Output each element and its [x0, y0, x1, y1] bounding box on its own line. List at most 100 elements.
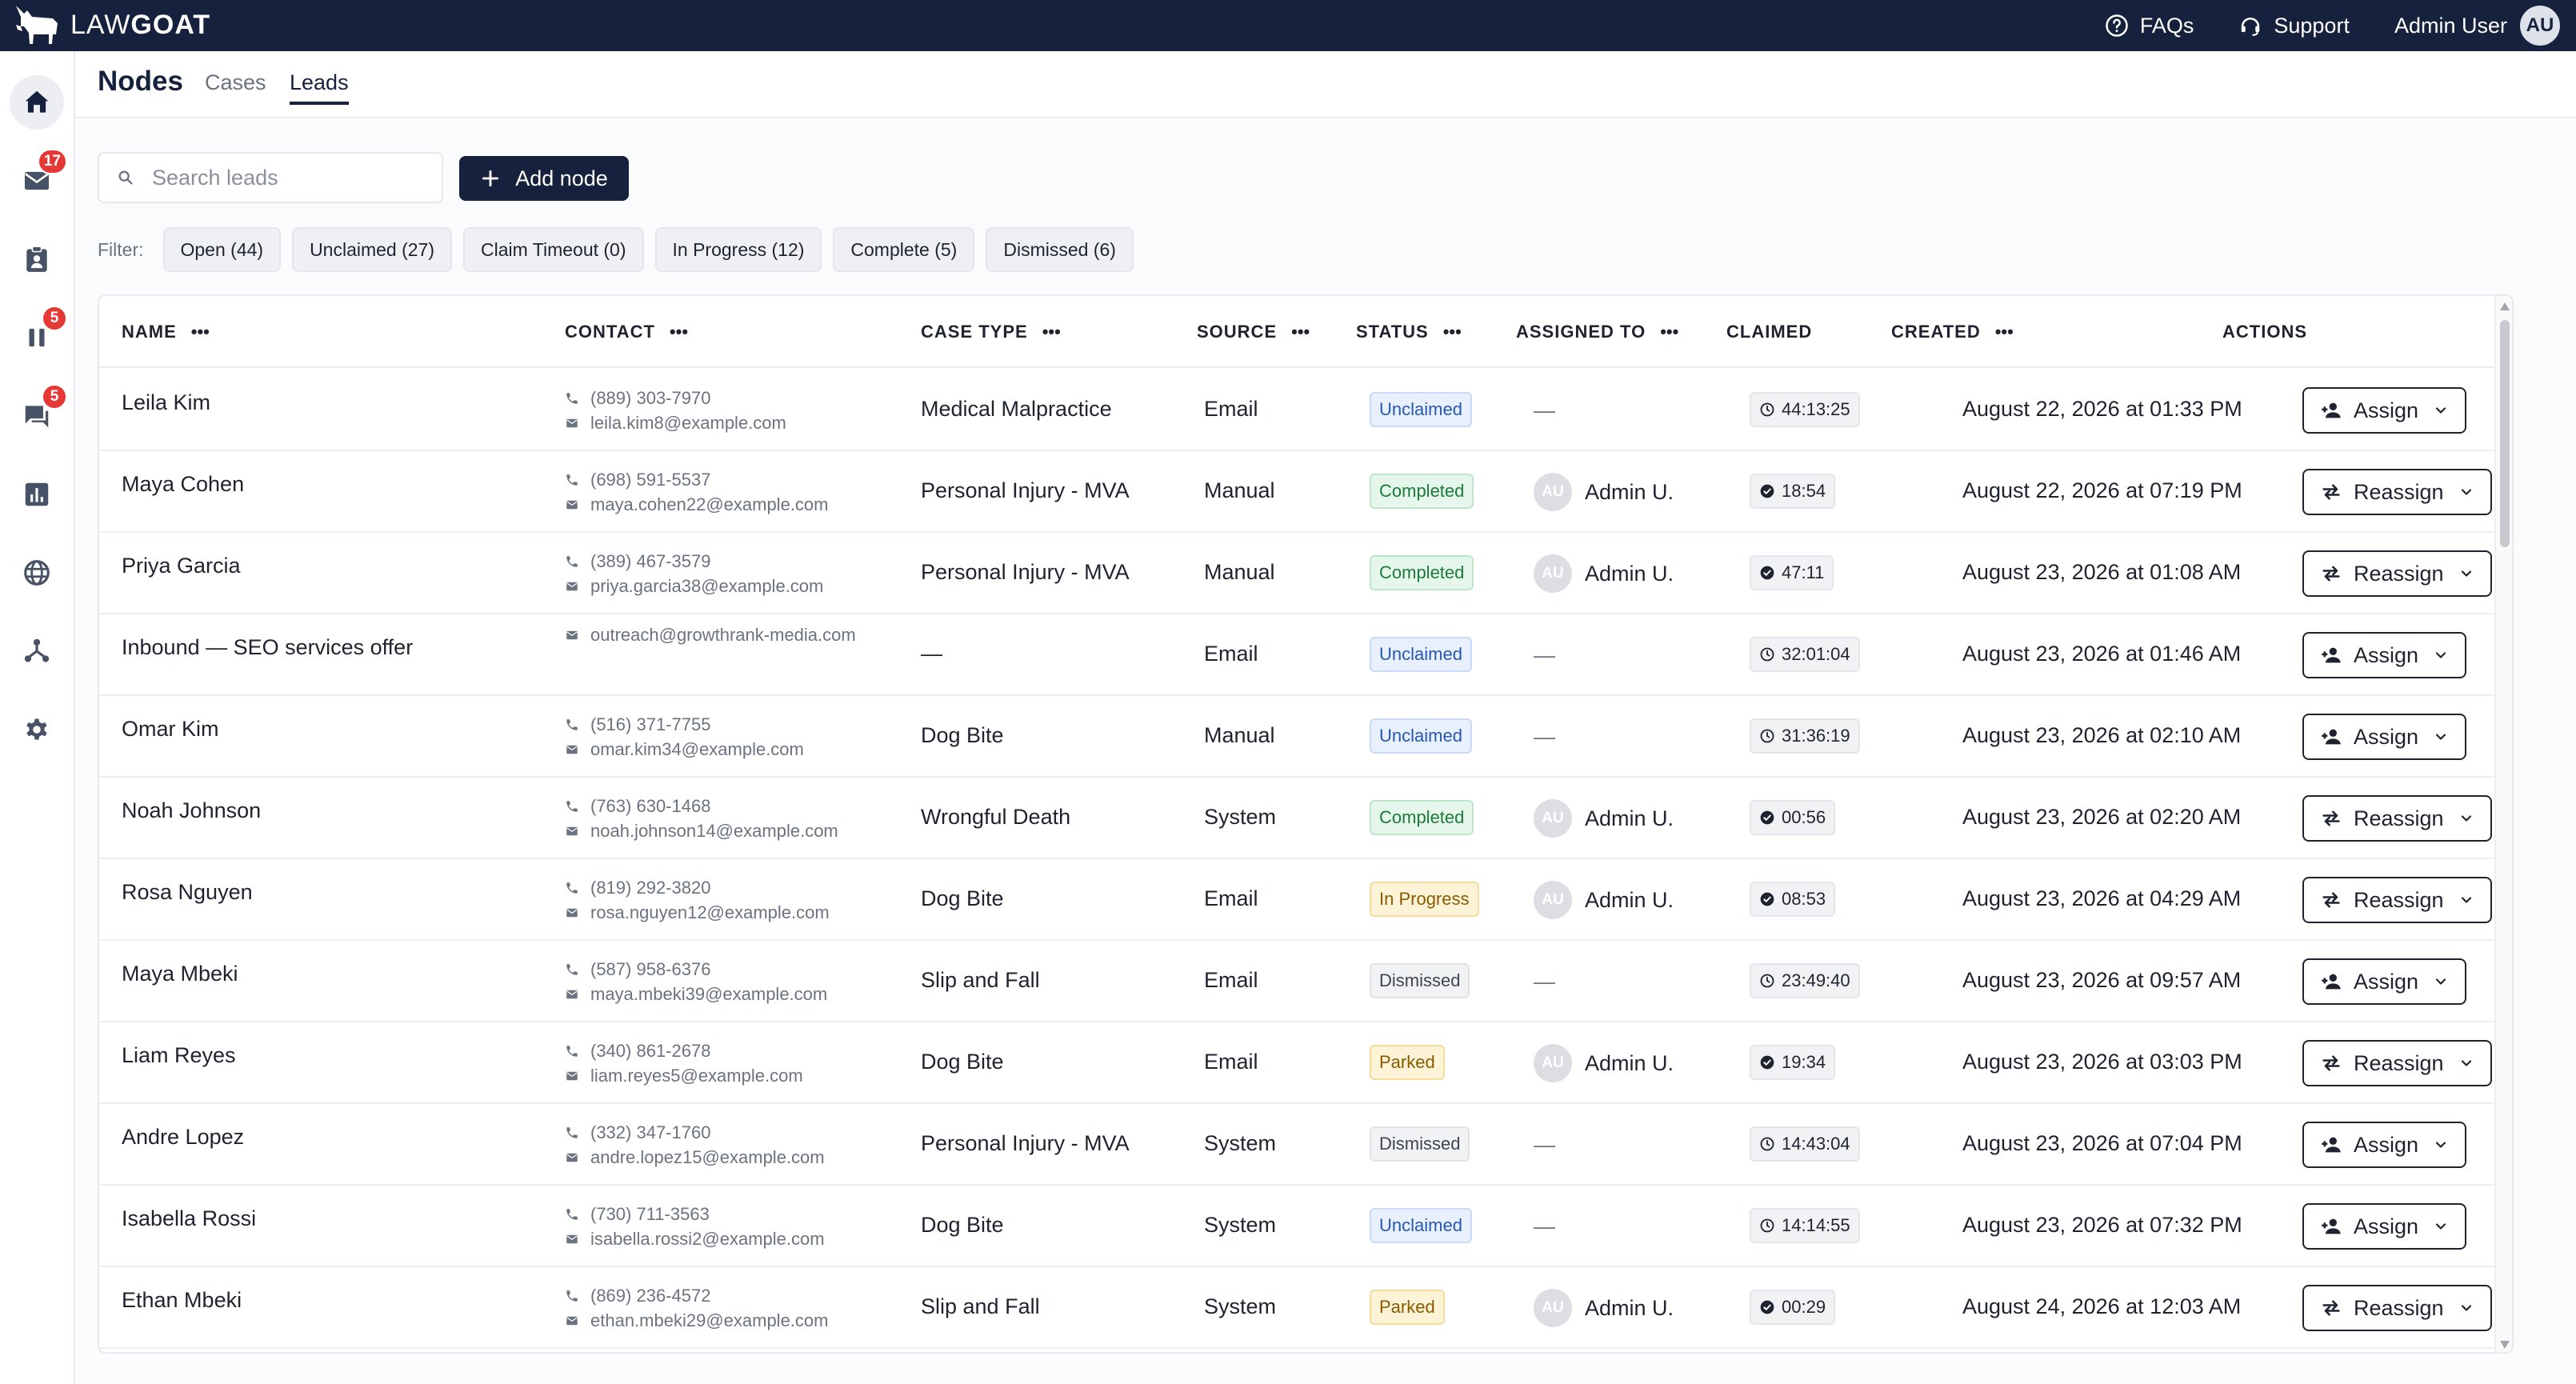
table-row[interactable]: Omar Kim (516) 371-7755 omar.kim34@example…	[99, 696, 2498, 778]
reassign-button[interactable]: Reassign	[2302, 469, 2492, 515]
assign-button[interactable]: Assign	[2302, 1122, 2467, 1168]
brand-logo[interactable]: LAWGOAT	[13, 2, 210, 48]
lead-name[interactable]: Andre Lopez	[122, 1125, 245, 1149]
column-menu-icon[interactable]: •••	[1042, 322, 1061, 342]
faqs-link[interactable]: FAQs	[2105, 14, 2194, 38]
column-header-source[interactable]: SOURCE •••	[1197, 322, 1310, 342]
sidebar-item-pause[interactable]: 5	[10, 306, 67, 365]
sidebar-item-clipboard[interactable]	[10, 232, 64, 286]
sidebar-item-analytics[interactable]	[10, 467, 64, 522]
column-menu-icon[interactable]: •••	[1442, 322, 1462, 342]
status-badge: Parked	[1370, 1045, 1445, 1080]
empty-value: —	[1534, 398, 1555, 422]
home-icon	[25, 90, 49, 113]
table-row[interactable]: Priya Garcia (389) 467-3579 priya.garcia38…	[99, 533, 2498, 614]
case-type: Personal Injury - MVA	[921, 1131, 1130, 1155]
filter-chip-unclaimed[interactable]: Unclaimed (27)	[292, 227, 453, 272]
column-menu-icon[interactable]: •••	[1994, 322, 2014, 342]
table-scrollbar[interactable]	[2494, 296, 2512, 1352]
scroll-thumb[interactable]	[2500, 320, 2510, 547]
table-row[interactable]: Noah Johnson (763) 630-1468 noah.johnson14…	[99, 778, 2498, 859]
column-header-name[interactable]: NAME •••	[122, 322, 210, 342]
table-row[interactable]: Maya Cohen (698) 591-5537 maya.cohen22@exa…	[99, 451, 2498, 533]
column-menu-icon[interactable]: •••	[1291, 322, 1310, 342]
sidebar-item-network[interactable]	[10, 624, 64, 678]
sidebar-item-globe[interactable]	[10, 546, 64, 600]
table-row[interactable]: Ethan Mbeki (869) 236-4572 ethan.mbeki29@e…	[99, 1267, 2498, 1349]
column-header-status[interactable]: STATUS •••	[1356, 322, 1462, 342]
tab-cases[interactable]: Cases	[205, 70, 266, 94]
check-circle-icon	[1760, 1300, 1774, 1314]
column-menu-icon[interactable]: •••	[1660, 322, 1679, 342]
table-row[interactable]: Leila Kim (889) 303-7970 leila.kim8@exampl…	[99, 370, 2498, 451]
column-menu-icon[interactable]: •••	[190, 322, 210, 342]
table-row[interactable]: Liam Reyes (340) 861-2678 liam.reyes5@exam…	[99, 1022, 2498, 1104]
lead-name[interactable]: Maya Cohen	[122, 472, 245, 496]
email-line: outreach@growthrank-media.com	[565, 622, 856, 647]
lead-name[interactable]: Ethan Mbeki	[122, 1288, 242, 1312]
add-node-button[interactable]: Add node	[459, 156, 629, 201]
column-header-contact[interactable]: CONTACT •••	[565, 322, 688, 342]
phone-icon	[566, 1045, 578, 1057]
column-header-case-type[interactable]: CASE TYPE •••	[921, 322, 1061, 342]
reassign-button[interactable]: Reassign	[2302, 877, 2492, 923]
user-menu[interactable]: Admin User AU	[2394, 6, 2560, 46]
column-header-created[interactable]: CREATED •••	[1891, 322, 2014, 342]
sidebar-item-mail[interactable]: 17	[10, 149, 67, 208]
lead-name[interactable]: Maya Mbeki	[122, 962, 238, 986]
filter-chip-in-progress[interactable]: In Progress (12)	[654, 227, 822, 272]
table-row[interactable]: Inbound — SEO services offer outreach@gro…	[99, 614, 2498, 696]
sidebar-item-home[interactable]	[10, 75, 64, 130]
column-header-actions[interactable]: ACTIONS	[2222, 322, 2307, 342]
lead-name[interactable]: Leila Kim	[122, 390, 211, 414]
lead-name[interactable]: Noah Johnson	[122, 798, 262, 822]
check-circle-icon	[1760, 566, 1774, 580]
reassign-button[interactable]: Reassign	[2302, 795, 2492, 842]
scroll-down-arrow[interactable]	[2500, 1341, 2510, 1349]
created-date: August 24, 2026 at 12:03 AM	[1962, 1294, 2242, 1318]
column-header-assigned-to[interactable]: ASSIGNED TO •••	[1516, 322, 1678, 342]
filter-chip-open[interactable]: Open (44)	[162, 227, 282, 272]
case-type: Dog Bite	[921, 886, 1004, 910]
table-row[interactable]: Andre Lopez (332) 347-1760 andre.lopez15@e…	[99, 1104, 2498, 1186]
phone-icon	[566, 963, 578, 975]
reassign-button[interactable]: Reassign	[2302, 1285, 2492, 1331]
page-title: Nodes	[98, 66, 183, 97]
lead-name[interactable]: Rosa Nguyen	[122, 880, 253, 904]
mail-icon	[566, 745, 578, 754]
table-row[interactable]: Isabella Rossi (730) 711-3563 isabella.ros…	[99, 1186, 2498, 1267]
assign-button[interactable]: Assign	[2302, 1203, 2467, 1250]
support-link[interactable]: Support	[2238, 14, 2350, 38]
column-menu-icon[interactable]: •••	[669, 322, 689, 342]
claimed-timer: 18:54	[1750, 474, 1836, 509]
created-date: August 22, 2026 at 01:33 PM	[1962, 397, 2242, 421]
email-line: maya.mbeki39@example.com	[565, 982, 827, 1006]
filter-chip-complete[interactable]: Complete (5)	[833, 227, 975, 272]
table-header: NAME ••• CONTACT ••• CASE TYPE ••• SOURCE ••• ST…	[99, 296, 2498, 368]
assign-button[interactable]: Assign	[2302, 387, 2467, 434]
assignee-name: Admin U.	[1585, 1295, 1674, 1320]
assign-button[interactable]: Assign	[2302, 714, 2467, 760]
lead-name[interactable]: Isabella Rossi	[122, 1206, 257, 1230]
claimed-time: 32:01:04	[1782, 644, 1850, 664]
table-row[interactable]: Rosa Nguyen (819) 292-3820 rosa.nguyen12@e…	[99, 859, 2498, 941]
claimed-time: 31:36:19	[1782, 726, 1850, 746]
reassign-button[interactable]: Reassign	[2302, 550, 2492, 597]
assign-button[interactable]: Assign	[2302, 632, 2467, 678]
lead-name[interactable]: Liam Reyes	[122, 1043, 236, 1067]
assign-button[interactable]: Assign	[2302, 958, 2467, 1005]
scroll-up-arrow[interactable]	[2500, 302, 2510, 310]
table-row[interactable]: Maya Mbeki (587) 958-6376 maya.mbeki39@exa…	[99, 941, 2498, 1022]
sidebar-item-chat[interactable]: 5	[10, 384, 67, 443]
reassign-button[interactable]: Reassign	[2302, 1040, 2492, 1086]
search-input[interactable]	[152, 165, 440, 190]
sidebar-item-settings[interactable]	[10, 702, 64, 757]
source: Manual	[1204, 560, 1275, 584]
lead-name[interactable]: Omar Kim	[122, 717, 219, 741]
filter-chip-claim-timeout[interactable]: Claim Timeout (0)	[463, 227, 644, 272]
filter-chip-dismissed[interactable]: Dismissed (6)	[986, 227, 1134, 272]
column-header-claimed[interactable]: CLAIMED	[1726, 322, 1812, 342]
tab-leads[interactable]: Leads	[290, 70, 349, 105]
lead-name[interactable]: Inbound — SEO services offer	[122, 635, 414, 659]
lead-name[interactable]: Priya Garcia	[122, 554, 241, 578]
